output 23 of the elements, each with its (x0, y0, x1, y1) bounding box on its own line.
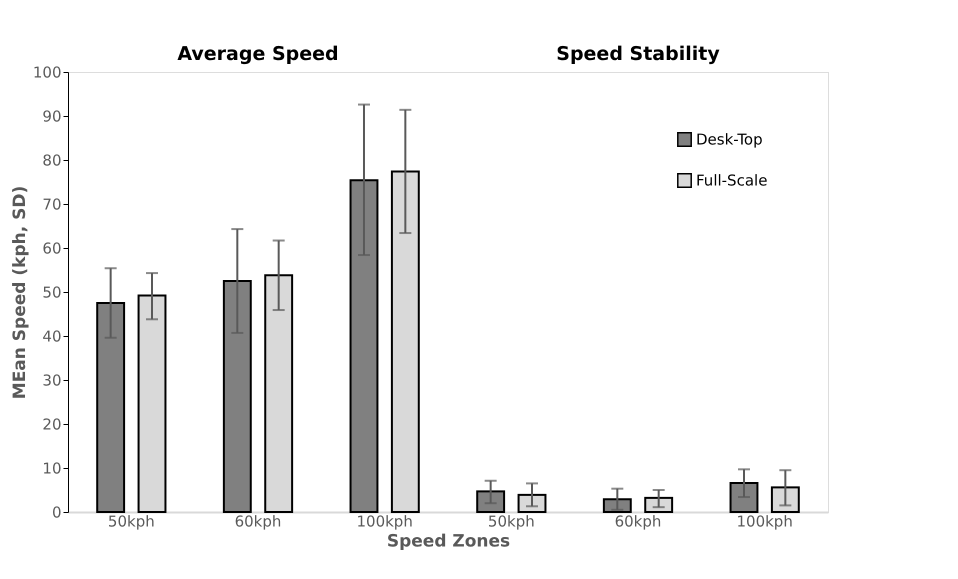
y-tick-label: 90 (42, 108, 62, 126)
y-axis-title: MEan Speed (kph, SD) (10, 186, 30, 400)
y-tick-label: 30 (42, 372, 62, 390)
y-tick-label: 40 (42, 328, 62, 346)
y-tick-label: 50 (42, 284, 62, 302)
text: Speed Stability (556, 43, 720, 65)
y-tick-label: 80 (42, 152, 62, 170)
x-axis-title: Speed Zones (386, 532, 510, 552)
x-tick-label: 60kph (614, 512, 662, 530)
y-tick-label: 100 (32, 64, 62, 82)
x-tick-label: 60kph (234, 512, 282, 530)
text: Average Speed (177, 43, 339, 65)
y-tick-label: 20 (42, 416, 62, 434)
y-tick-label: 10 (42, 460, 62, 478)
legend-label: Full-Scale (696, 172, 768, 190)
x-tick-label: 100kph (356, 512, 413, 530)
y-tick-label: 60 (42, 240, 62, 258)
legend-label: Desk-Top (696, 130, 763, 148)
x-tick-label: 50kph (488, 512, 535, 530)
x-tick-label: 50kph (108, 512, 155, 530)
x-tick-label: 100kph (736, 512, 793, 530)
y-tick-label: 70 (42, 196, 62, 214)
y-tick-label: 0 (52, 504, 62, 522)
